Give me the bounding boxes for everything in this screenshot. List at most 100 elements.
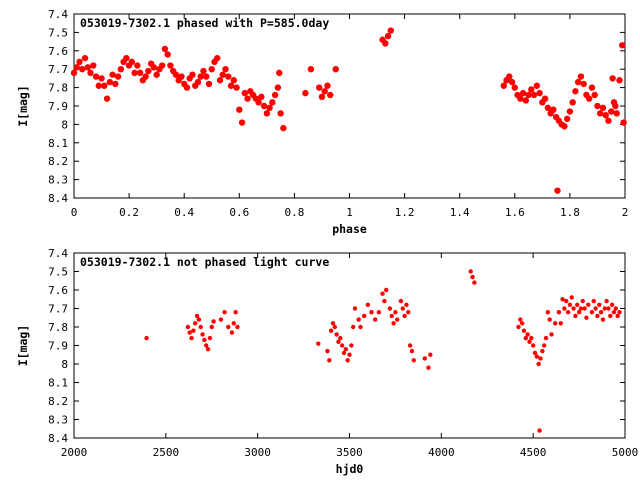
chart-2-data-point [565,310,571,315]
chart-2-data-point [196,317,202,322]
chart-1-data-point [561,123,568,130]
chart-1-data-point [280,124,287,132]
chart-2-y-tick-label: 7.7 [48,303,68,316]
chart-1-data-point [222,66,229,73]
chart-1-data-point [203,73,210,80]
chart-2-data-point [231,321,236,326]
chart-1-y-tick-label: 7.6 [48,45,68,58]
chart-1-data-point [277,110,284,117]
chart-2-data-point [380,291,385,296]
chart-1-x-tick-label: 0 [71,206,78,219]
chart-2-data-point [543,335,549,341]
chart-1-data-point [608,108,615,115]
chart-2-data-point [595,313,600,319]
chart-1-data-point [238,119,246,126]
chart-1-x-tick-label: 0.4 [174,206,194,219]
chart-2-data-point [316,341,321,346]
chart-1-data-point [258,93,265,101]
chart-1-x-axis-label: phase [332,222,367,236]
chart-1-data-point [123,54,130,62]
chart-2-data-point [617,310,622,315]
chart-2-y-tick-label: 7.8 [48,321,68,334]
chart-1-data-point [577,73,585,80]
chart-2-data-point [336,339,341,344]
chart-1-data-point [302,89,309,97]
chart-2-data-point [553,321,558,326]
chart-2-data-point [541,343,547,348]
chart-2-data-point [204,343,209,348]
chart-2-data-point [615,313,620,319]
chart-2-x-tick-label: 2000 [61,446,88,459]
chart-2-data-point [530,343,536,348]
chart-1-x-tick-label: 0.2 [119,206,139,219]
chart-2-data-point [339,343,345,348]
chart-1-data-point [142,73,149,80]
chart-1-x-tick-label: 2 [622,206,629,219]
chart-2-data-point [358,324,363,330]
chart-2-data-point [604,298,609,304]
chart-2-y-axis-label: I[mag] [16,325,30,367]
chart-2-data-point [527,339,532,344]
chart-1-data-point [541,95,549,102]
chart-2-data-point [573,313,578,319]
chart-1-data-point [158,62,166,69]
chart-2-data-point [428,352,433,357]
chart-2-data-point [567,302,573,307]
chart-2-data-point [198,324,203,330]
chart-1-data-point [90,62,97,69]
chart-1-x-tick-label: 0.6 [229,206,249,219]
chart-2-data-point [540,348,545,354]
chart-2-data-point [562,306,567,311]
chart-1-data-point [613,110,620,117]
chart-1-data-point [106,78,114,86]
chart-1-data-point [605,117,612,124]
chart-2-data-point [547,317,552,322]
chart-1-data-point [87,69,94,77]
chart-2-data-point [534,354,540,359]
chart-1-data-point [599,104,607,112]
chart-1-data-point [260,102,268,110]
chart-2-data-point [564,298,569,304]
chart-2-data-point [332,324,338,330]
chart-2-data-point [200,332,205,337]
chart-2-data-point [523,335,529,341]
chart-1-data-point [219,71,226,78]
chart-2-title: 053019-7302.1 not phased light curve [80,255,329,269]
chart-2-data-point [521,328,527,333]
chart-1-data-point [76,58,83,66]
chart-1-data-point [511,84,518,91]
chart-1-data-point [208,66,215,73]
chart-2-x-tick-label: 2500 [153,446,180,459]
chart-2-data-point [569,295,574,300]
chart-1-data-point [269,99,276,106]
chart-1-data-point [197,73,204,80]
chart-2-data-point [235,324,240,330]
chart-1-data-point [387,27,395,34]
chart-1-data-point [569,99,576,106]
chart-1-data-point [544,104,552,112]
chart-1-y-tick-label: 7.4 [48,8,68,21]
chart-1-data-point [189,71,196,78]
chart-1-data-point [109,71,116,78]
chart-2-data-point [185,324,191,330]
chart-2-data-point [229,330,235,335]
chart-2-data-point [404,302,409,307]
chart-2-data-point [365,302,371,307]
chart-1-data-point [230,77,237,84]
chart-1-data-point [95,82,102,89]
chart-1-data-point [321,88,328,95]
chart-2-data-point [325,348,330,354]
chart-2-data-point [376,310,382,315]
chart-1-data-point [103,95,111,102]
chart-1-data-point [612,102,619,110]
chart-1-y-tick-label: 8.3 [48,174,68,187]
chart-2-data-point [538,356,543,361]
chart-1-plot-frame [73,13,626,199]
chart-2-data-point [338,335,343,341]
chart-2-data-point [398,298,404,304]
chart-2-data-point [350,324,356,330]
chart-1-data-point [183,84,191,91]
chart-1-data-point [114,73,122,80]
chart-1-data-point [131,69,138,77]
chart-2-data-point [578,306,584,311]
